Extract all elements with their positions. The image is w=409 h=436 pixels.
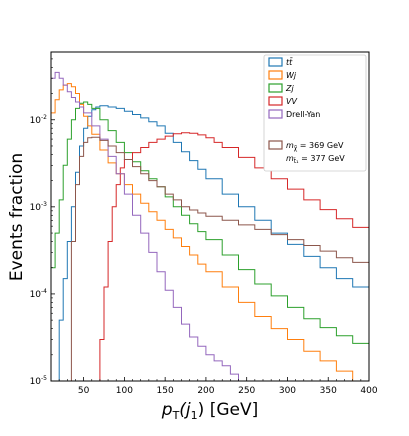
x-tick-label-7: 400 [360,386,377,396]
legend-swatch-4 [268,109,283,119]
series-line-0 [51,105,370,382]
legend-swatch-3 [268,96,283,106]
legend-items: tt̄ Wj Zj VV Drell-Yan [268,57,320,150]
legend-signal-line2: mt̃₁ = 377 GeV [286,154,345,165]
x-tick-label-4: 250 [238,386,255,396]
series-layer [51,71,370,382]
legend-label-2: Zj [285,84,294,93]
plot-frame [50,51,370,382]
x-tick-label-3: 200 [197,386,214,396]
legend-box [263,54,367,172]
series-line-4 [51,71,369,382]
legend-label-3: VV [286,97,297,106]
legend-swatch-0 [268,57,283,67]
legend: tt̄ Wj Zj VV Drell-Yan mχ̃ = 369 GeV mt̃₁ = … [263,54,367,172]
legend-label-1: Wj [286,71,297,80]
x-axis-title: pT(j1) [GeV] [161,400,258,422]
y-tick-label-2: 10-3 [30,201,48,213]
x-tick-label-5: 300 [279,386,296,396]
y-tick-label-0: 10-5 [30,375,48,387]
x-tick-label-6: 350 [320,386,337,396]
x-tick-label-2: 150 [157,386,174,396]
x-tick-label-1: 100 [116,386,133,396]
x-tick-label-0: 50 [78,386,90,396]
legend-swatch-1 [268,70,283,80]
legend-swatch-2 [268,83,283,93]
legend-signal-line1: mχ̃ = 369 GeV [286,141,344,152]
legend-swatch-5 [268,140,283,150]
legend-label-4: Drell-Yan [286,110,320,119]
series-line-5 [67,136,370,382]
y-tick-label-3: 10-2 [30,114,48,126]
legend-label-0: tt̄ [286,57,293,67]
y-axis-title: Events fraction [7,153,27,281]
y-tick-label-1: 10-4 [30,288,48,300]
series-line-3 [95,132,370,382]
series-line-1 [51,83,369,382]
